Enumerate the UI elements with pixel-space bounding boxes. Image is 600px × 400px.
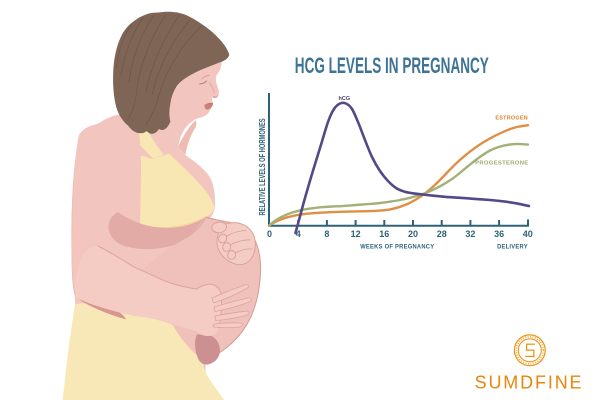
svg-text:HCG LEVELS IN PREGNANCY: HCG LEVELS IN PREGNANCY — [295, 53, 489, 78]
svg-text:hCG: hCG — [338, 96, 350, 102]
svg-text:8: 8 — [324, 229, 329, 239]
svg-text:ESTROGEN: ESTROGEN — [495, 116, 528, 122]
svg-text:36: 36 — [494, 229, 504, 239]
svg-text:32: 32 — [465, 229, 475, 239]
svg-text:PROGESTERONE: PROGESTERONE — [475, 161, 528, 167]
svg-text:28: 28 — [437, 229, 447, 239]
svg-text:DELIVERY: DELIVERY — [497, 243, 528, 251]
svg-text:0: 0 — [267, 229, 272, 239]
svg-text:4: 4 — [296, 229, 301, 239]
svg-text:RELATIVE LEVELS OF HORMONES: RELATIVE LEVELS OF HORMONES — [259, 118, 267, 215]
svg-text:SUMDFINE: SUMDFINE — [475, 373, 584, 393]
svg-text:16: 16 — [379, 229, 389, 239]
svg-text:40: 40 — [523, 229, 533, 239]
svg-text:12: 12 — [351, 229, 361, 239]
svg-text:20: 20 — [408, 229, 418, 239]
svg-text:WEEKS OF PREGNANCY: WEEKS OF PREGNANCY — [360, 243, 435, 251]
